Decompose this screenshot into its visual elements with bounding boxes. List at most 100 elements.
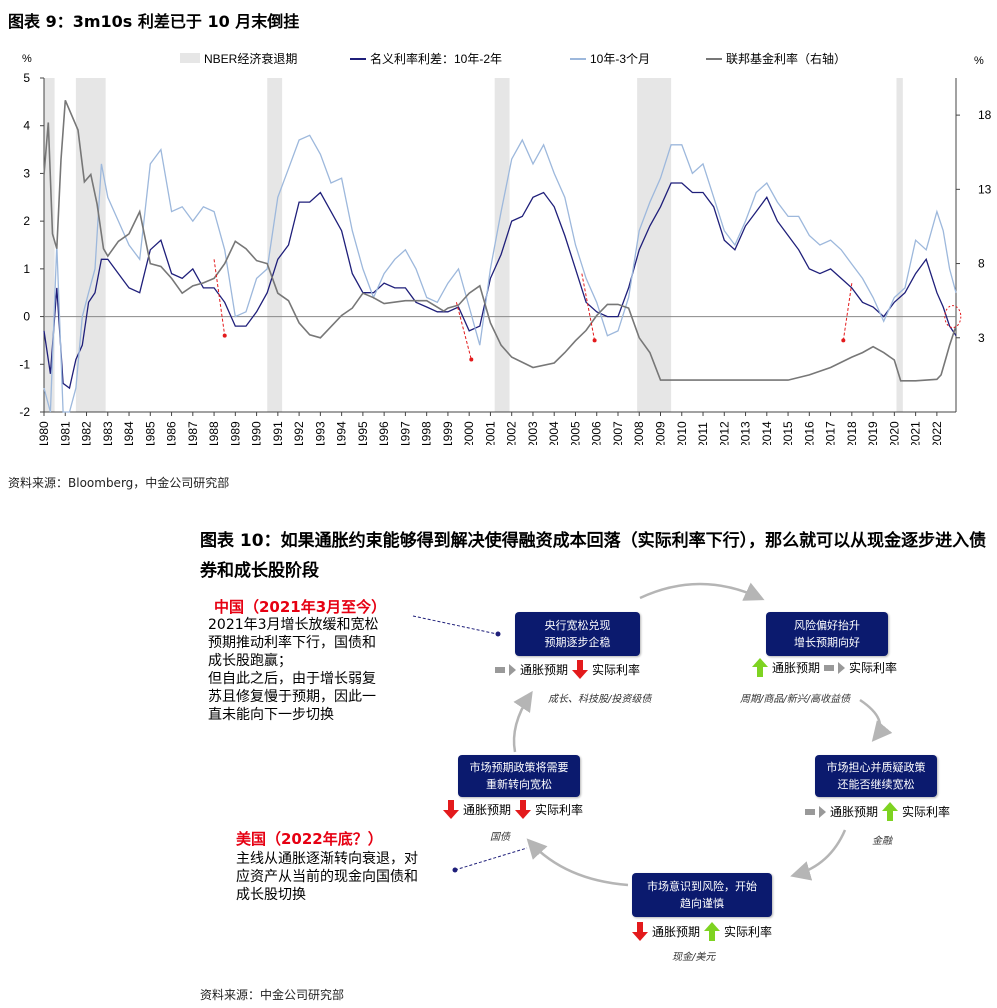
x-tick-label: 2015 [781,421,795,445]
up-arrow-icon [752,658,768,677]
figure10-source: 资料来源：中金公司研究部 [200,988,345,1002]
right-tick-label: 18 [978,108,992,122]
x-tick-label: 2002 [505,421,519,445]
x-tick-label: 2014 [760,421,774,445]
stage-box-risk-on: 风险偏好抬升 增长预期向好 [766,612,888,656]
annotation-arrowhead-3 [841,338,846,343]
stage3-indicators: 通胀预期 实际利率 [805,802,950,821]
recession-band-2 [267,78,283,412]
left-tick-label: -2 [19,405,30,419]
x-tick-label: 2003 [526,421,540,445]
annotation-arrowhead-1 [469,357,474,362]
right-unit-label: % [974,55,984,67]
stage5-assets: 国债 [490,832,510,843]
x-tick-label: 1984 [122,421,136,445]
recession-band-3 [494,78,510,412]
legend-label-1: 名义利率利差：10年-2年 [370,51,502,66]
stage4-indicators: 通胀预期 实际利率 [632,922,772,941]
stage1-real-rate-label: 实际利率 [592,663,641,677]
stage2-inflation-label: 通胀预期 [772,661,821,675]
stage3-real-rate-label: 实际利率 [902,805,951,819]
x-tick-label: 2013 [739,421,753,445]
stage4-real-rate-label: 实际利率 [724,925,773,939]
us-note: 主线从通胀逐渐转向衰退，对 应资产从当前的现金向国债和 成长股切换 [236,851,418,903]
x-tick-label: 2008 [632,421,646,445]
x-tick-label: 2001 [483,421,497,445]
x-tick-label: 1999 [441,421,455,445]
cycle-arrow-right [859,698,893,742]
x-tick-label: 2011 [696,422,710,445]
x-tick-label: 2019 [866,421,880,445]
series-line-2 [43,99,957,382]
recession-band-1 [75,78,106,412]
figure10-title: 图表 10：如果通胀约束能够得到解决使得融资成本回落（实际利率下行），那么就可以… [200,531,987,581]
recession-band-5 [896,78,903,412]
left-tick-label: 4 [23,119,30,133]
x-tick-label: 1995 [356,421,370,445]
cycle-arrow-bottom-left [526,838,629,887]
x-tick-label: 1993 [313,421,327,445]
stage-box-caution: 市场意识到风险，开始 趋向谨慎 [632,873,772,917]
stage1-inflation-label: 通胀预期 [520,663,569,677]
stage3-assets: 金融 [872,836,892,847]
legend-swatch-recession [180,53,200,63]
annotation-arrow-2 [581,273,596,341]
recession-band-4 [637,78,672,412]
x-tick-label: 1994 [335,421,349,445]
legend-label-0: NBER经济衰退期 [204,51,297,66]
stage5-inflation-label: 通胀预期 [463,803,512,817]
x-tick-label: 1980 [37,421,51,445]
stage2-assets: 周期/商品/新兴/高收益债 [740,694,851,705]
x-tick-label: 2004 [547,421,561,445]
left-tick-label: 3 [23,166,30,180]
china-note-title: 中国（2021年3月至今） [214,598,387,616]
left-tick-label: 2 [23,214,30,228]
x-tick-label: 1990 [250,421,264,445]
china-note: 2021年3月增长放缓和宽松 预期推动利率下行，国债和 成长股跑赢； 但自此之后… [208,617,379,723]
x-tick-label: 1987 [186,421,200,445]
x-tick-label: 2007 [611,421,625,445]
x-tick-label: 1988 [207,421,221,445]
x-tick-label: 2016 [802,421,816,445]
x-tick-label: 2017 [824,421,838,445]
x-tick-label: 2006 [590,421,604,445]
annotation-arrowhead-0 [222,333,227,338]
us-pointer [454,847,528,871]
x-tick-label: 2021 [909,421,923,445]
x-tick-label: 1996 [377,421,391,445]
stage2-real-rate-label: 实际利率 [849,661,898,675]
china-pointer [412,615,498,635]
x-tick-label: 1991 [271,421,285,445]
cycle-arrow-top [639,582,765,601]
x-tick-label: 1982 [80,421,94,445]
x-tick-label: 2000 [462,421,476,445]
stage5-indicators: 通胀预期 实际利率 [443,800,583,819]
down-arrow-icon [572,660,589,679]
left-tick-label: -1 [19,357,30,371]
stage-box-easing: 央行宽松兑现 预期逐步企稳 [515,612,640,656]
x-tick-label: 2010 [675,421,689,445]
right-tick-label: 13 [978,182,992,196]
x-tick-label: 1986 [165,421,179,445]
x-tick-label: 1992 [292,421,306,445]
legend-label-3: 联邦基金利率（右轴） [726,51,846,66]
down-arrow-icon [443,800,459,819]
legend-label-2: 10年-3个月 [590,52,650,66]
down-arrow-icon [632,922,648,941]
x-tick-label: 1983 [101,421,115,445]
up-arrow-icon [704,922,721,941]
stage4-inflation-label: 通胀预期 [652,925,701,939]
stage5-real-rate-label: 实际利率 [535,803,584,817]
cycle-arrow-bottom-right [790,829,847,881]
left-tick-label: 5 [23,71,30,85]
inversion-highlight-circle [944,305,962,329]
x-tick-label: 2005 [568,421,582,445]
x-tick-label: 1998 [420,421,434,445]
x-tick-label: 2012 [717,421,731,445]
left-unit-label: % [22,53,32,65]
x-tick-label: 2022 [930,421,944,445]
up-arrow-icon [882,802,899,821]
annotation-arrowhead-2 [592,338,597,343]
stage-box-policy-doubt: 市场担心并质疑政策 还能否继续宽松 [815,755,937,797]
